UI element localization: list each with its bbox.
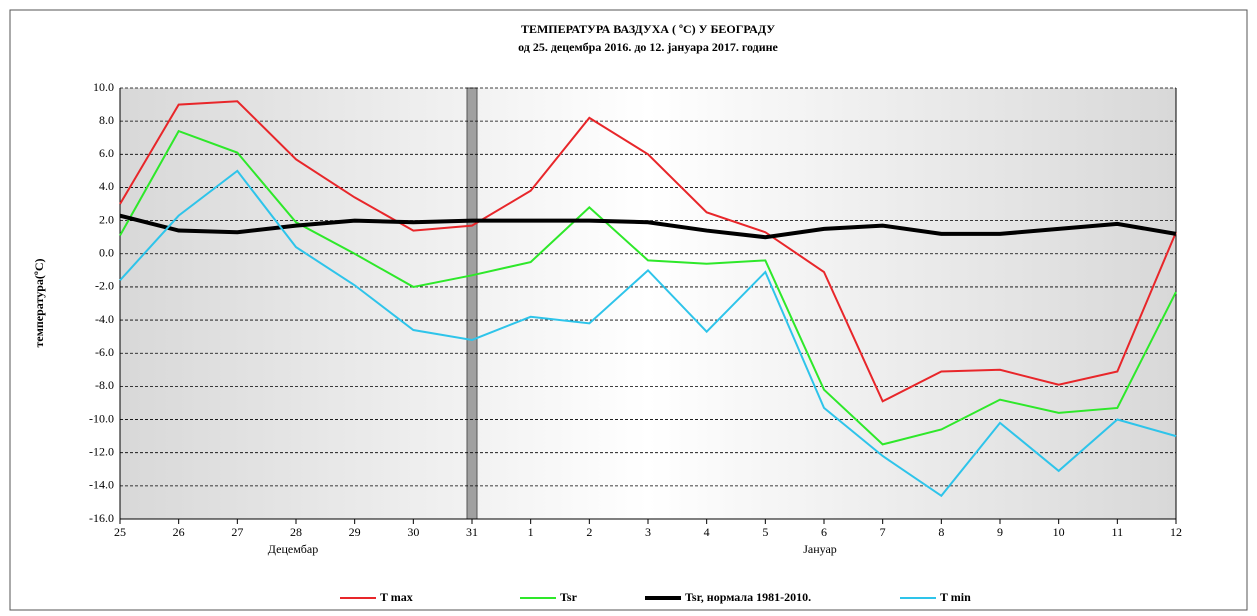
x-tick-label: 12 [1170, 525, 1182, 539]
x-tick-label: 30 [407, 525, 419, 539]
y-tick-label: 0.0 [99, 246, 114, 260]
y-tick-label: 6.0 [99, 146, 114, 160]
x-tick-label: 3 [645, 525, 651, 539]
x-tick-label: 25 [114, 525, 126, 539]
y-tick-label: -6.0 [95, 345, 114, 359]
series-line [119, 100, 1177, 403]
y-tick-label: -12.0 [89, 444, 114, 458]
x-tick-label: 8 [938, 525, 944, 539]
y-axis-label: температура(ºC) [32, 258, 46, 347]
chart-title: ТЕМПЕРАТУРА ВАЗДУХА ( ºC) У БЕОГРАДУ [521, 22, 775, 36]
y-tick-label: -16.0 [89, 511, 114, 525]
legend-label: T min [940, 590, 971, 604]
y-tick-label: 2.0 [99, 212, 114, 226]
month-label: Јануар [803, 542, 837, 556]
x-tick-label: 2 [586, 525, 592, 539]
y-tick-label: 10.0 [93, 80, 114, 94]
y-tick-label: 4.0 [99, 179, 114, 193]
y-tick-label: -2.0 [95, 279, 114, 293]
year-divider [466, 87, 478, 520]
y-tick-label: 8.0 [99, 113, 114, 127]
x-tick-label: 27 [231, 525, 243, 539]
x-tick-label: 31 [466, 525, 478, 539]
y-tick-label: -8.0 [95, 378, 114, 392]
x-tick-label: 9 [997, 525, 1003, 539]
series-line [119, 169, 1177, 498]
month-label: Децембар [268, 542, 318, 556]
x-tick-label: 10 [1053, 525, 1065, 539]
x-tick-label: 6 [821, 525, 827, 539]
legend-label: T max [380, 590, 413, 604]
legend-label: Tsr [560, 590, 578, 604]
x-tick-label: 28 [290, 525, 302, 539]
x-tick-label: 4 [704, 525, 710, 539]
plot-area [120, 88, 1176, 519]
x-tick-label: 1 [528, 525, 534, 539]
y-tick-label: -10.0 [89, 411, 114, 425]
series-line [119, 129, 1177, 446]
x-tick-label: 11 [1112, 525, 1124, 539]
x-tick-label: 7 [880, 525, 886, 539]
x-tick-label: 26 [173, 525, 185, 539]
legend-label: Tsr, нормала 1981-2010. [685, 590, 811, 604]
x-tick-label: 29 [349, 525, 361, 539]
y-tick-label: -14.0 [89, 478, 114, 492]
series-line [119, 213, 1177, 240]
x-tick-label: 5 [762, 525, 768, 539]
y-tick-label: -4.0 [95, 312, 114, 326]
chart-subtitle: од 25. децембра 2016. до 12. јануара 201… [518, 40, 778, 54]
